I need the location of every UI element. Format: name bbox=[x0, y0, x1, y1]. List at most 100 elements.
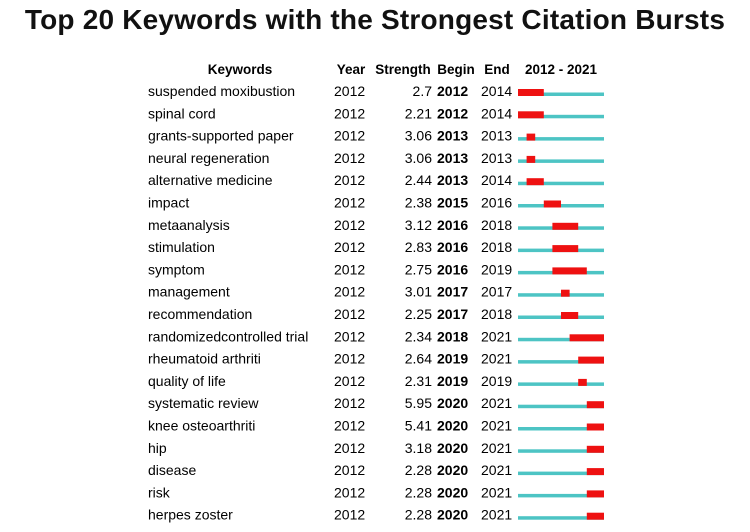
begin-value: 2020 bbox=[437, 462, 468, 478]
burst-bar bbox=[526, 178, 544, 186]
year-value: 2012 bbox=[334, 328, 365, 344]
year-value: 2012 bbox=[334, 217, 365, 233]
year-value: 2012 bbox=[334, 351, 365, 367]
begin-value: 2013 bbox=[437, 128, 468, 144]
burst-bar bbox=[578, 378, 587, 386]
strength-value: 2.83 bbox=[405, 239, 432, 255]
year-value: 2012 bbox=[334, 462, 365, 478]
strength-value: 2.7 bbox=[413, 83, 433, 99]
strength-value: 2.28 bbox=[405, 462, 432, 478]
end-value: 2021 bbox=[481, 507, 512, 523]
strength-value: 2.38 bbox=[405, 195, 432, 211]
header-keywords: Keywords bbox=[208, 62, 273, 77]
keyword-label: herpes zoster bbox=[148, 507, 233, 523]
year-value: 2012 bbox=[334, 484, 365, 500]
year-value: 2012 bbox=[334, 83, 365, 99]
year-value: 2012 bbox=[334, 150, 365, 166]
timeline-baseline bbox=[518, 181, 604, 186]
header-end: End bbox=[484, 62, 510, 77]
header-range: 2012 - 2021 bbox=[525, 62, 598, 77]
year-value: 2012 bbox=[334, 195, 365, 211]
begin-value: 2020 bbox=[437, 418, 468, 434]
year-value: 2012 bbox=[334, 261, 365, 277]
keyword-label: symptom bbox=[148, 261, 205, 277]
end-value: 2021 bbox=[481, 462, 512, 478]
timeline-baseline bbox=[518, 114, 604, 119]
begin-value: 2017 bbox=[437, 306, 468, 322]
begin-value: 2019 bbox=[437, 351, 468, 367]
burst-bar bbox=[578, 356, 604, 364]
strength-value: 2.25 bbox=[405, 306, 432, 322]
timeline-baseline bbox=[518, 404, 604, 409]
burst-rows: suspended moxibustion 2012 2.7 2012 2014spin… bbox=[148, 83, 604, 523]
keyword-label: neural regeneration bbox=[148, 150, 269, 166]
strength-value: 2.64 bbox=[405, 351, 432, 367]
burst-bar bbox=[518, 89, 544, 96]
keyword-label: rheumatoid arthriti bbox=[148, 351, 261, 367]
burst-bar bbox=[552, 222, 579, 230]
burst-bar bbox=[561, 312, 579, 319]
burst-bar bbox=[526, 133, 536, 141]
timeline-baseline bbox=[518, 449, 604, 453]
timeline-baseline bbox=[518, 516, 604, 520]
keyword-label: metaanalysis bbox=[148, 217, 230, 233]
end-value: 2018 bbox=[481, 217, 512, 233]
begin-value: 2019 bbox=[437, 373, 468, 389]
begin-value: 2018 bbox=[437, 328, 468, 344]
timeline-baseline bbox=[518, 137, 604, 141]
begin-value: 2020 bbox=[437, 395, 468, 411]
keyword-label: systematic review bbox=[148, 395, 259, 411]
strength-value: 2.31 bbox=[405, 373, 432, 389]
burst-bar bbox=[526, 155, 536, 163]
year-value: 2012 bbox=[334, 507, 365, 523]
end-value: 2021 bbox=[481, 328, 512, 344]
end-value: 2014 bbox=[481, 172, 512, 188]
keyword-label: recommendation bbox=[148, 306, 252, 322]
keyword-label: management bbox=[148, 284, 230, 300]
year-value: 2012 bbox=[334, 239, 365, 255]
timeline-baseline bbox=[518, 159, 604, 163]
timeline-baseline bbox=[518, 337, 604, 342]
strength-value: 2.28 bbox=[405, 484, 432, 500]
begin-value: 2016 bbox=[437, 239, 468, 255]
year-value: 2012 bbox=[334, 418, 365, 434]
year-value: 2012 bbox=[334, 284, 365, 300]
end-value: 2017 bbox=[481, 284, 512, 300]
keyword-label: alternative medicine bbox=[148, 172, 273, 188]
strength-value: 2.28 bbox=[405, 507, 432, 523]
strength-value: 2.21 bbox=[405, 105, 432, 121]
header-row: Keywords Year Strength Begin End 2012 - … bbox=[208, 62, 598, 77]
end-value: 2013 bbox=[481, 150, 512, 166]
burst-bar bbox=[569, 334, 604, 342]
year-value: 2012 bbox=[334, 105, 365, 121]
timeline-baseline bbox=[518, 471, 604, 476]
begin-value: 2016 bbox=[437, 217, 468, 233]
begin-value: 2020 bbox=[437, 440, 468, 456]
burst-bar bbox=[586, 445, 604, 453]
strength-value: 2.75 bbox=[405, 261, 432, 277]
end-value: 2021 bbox=[481, 418, 512, 434]
burst-bar bbox=[586, 490, 604, 498]
burst-bar bbox=[586, 512, 604, 520]
strength-value: 3.18 bbox=[405, 440, 432, 456]
header-begin: Begin bbox=[437, 62, 475, 77]
header-year: Year bbox=[337, 62, 366, 77]
burst-bar bbox=[561, 289, 570, 297]
keyword-label: quality of life bbox=[148, 373, 226, 389]
begin-value: 2013 bbox=[437, 150, 468, 166]
keyword-label: risk bbox=[148, 484, 171, 500]
begin-value: 2012 bbox=[437, 83, 468, 99]
end-value: 2016 bbox=[481, 195, 512, 211]
year-value: 2012 bbox=[334, 128, 365, 144]
end-value: 2014 bbox=[481, 105, 512, 121]
end-value: 2019 bbox=[481, 261, 512, 277]
strength-value: 2.34 bbox=[405, 328, 432, 344]
end-value: 2018 bbox=[481, 306, 512, 322]
burst-bar bbox=[552, 267, 587, 275]
begin-value: 2017 bbox=[437, 284, 468, 300]
end-value: 2021 bbox=[481, 484, 512, 500]
keyword-label: stimulation bbox=[148, 239, 215, 255]
end-value: 2018 bbox=[481, 239, 512, 255]
end-value: 2019 bbox=[481, 373, 512, 389]
